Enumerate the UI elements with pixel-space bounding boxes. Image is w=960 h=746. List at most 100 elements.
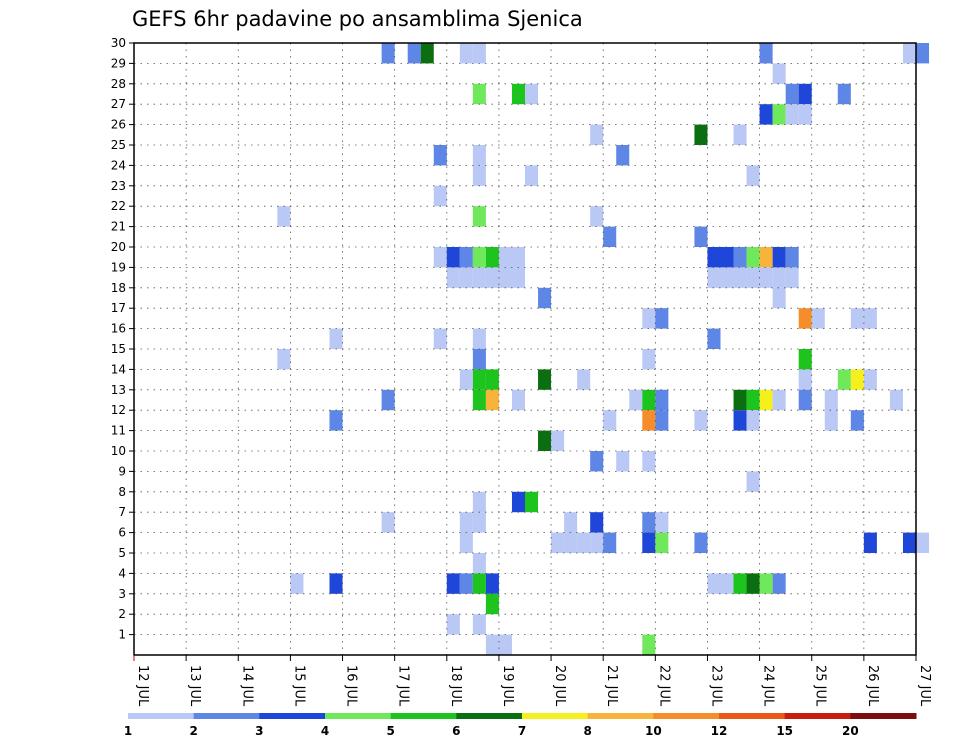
y-tick-label: 6 — [118, 526, 126, 540]
y-tick-label: 8 — [118, 485, 126, 499]
x-axis-ticks: 12 JUL 13 JUL 14 JUL 15 JUL 16 JUL 17 JUL 18 J… — [133, 655, 932, 707]
heatmap-cell — [759, 389, 773, 411]
heatmap-cell — [590, 124, 604, 145]
legend-swatch — [325, 713, 392, 719]
heatmap-cell — [850, 410, 864, 431]
heatmap-cell — [655, 389, 669, 411]
heatmap-cell — [733, 573, 747, 594]
heatmap-cell — [746, 267, 760, 288]
heatmap-cell — [720, 247, 734, 268]
x-tick-label: 21 JUL — [604, 665, 619, 707]
x-tick-label: 26 JUL — [865, 665, 880, 707]
legend-swatch — [128, 713, 195, 719]
x-tick-label: 20 JUL — [552, 665, 567, 707]
heatmap-cell — [759, 104, 773, 125]
heatmap-cell — [420, 43, 434, 64]
heatmap-cell — [798, 104, 812, 125]
heatmap-cell — [433, 185, 447, 207]
legend-label: 20 — [842, 724, 859, 738]
heatmap-cell — [472, 491, 486, 513]
heatmap-cell — [746, 410, 760, 431]
heatmap-cell — [707, 267, 721, 288]
heatmap-cell — [603, 532, 617, 553]
x-tick-label: 18 JUL — [448, 665, 463, 707]
heatmap-cell — [707, 247, 721, 268]
heatmap-cell — [746, 573, 760, 594]
legend-swatch — [390, 713, 457, 719]
heatmap-cell — [772, 287, 786, 309]
heatmap-cell — [472, 206, 486, 227]
y-tick-label: 16 — [111, 322, 126, 336]
y-axis-ticks: 1234567891011121314151617181920212223242… — [111, 36, 134, 642]
legend-swatch — [784, 713, 851, 719]
x-tick-label: 15 JUL — [291, 665, 306, 707]
heatmap-cell — [590, 512, 604, 533]
heatmap-cell — [785, 104, 799, 125]
heatmap-cell — [459, 512, 473, 533]
heatmap-cell — [902, 43, 916, 64]
heatmap-cell — [746, 389, 760, 411]
heatmap-cell — [472, 369, 486, 390]
y-tick-label: 20 — [111, 240, 126, 254]
y-tick-label: 10 — [111, 444, 126, 458]
heatmap-cell — [902, 532, 916, 553]
heatmap-cell — [916, 532, 930, 553]
chart-title: GEFS 6hr padavine po ansamblima Sjenica — [132, 7, 583, 31]
legend-label: 7 — [518, 724, 526, 738]
x-tick-label: 14 JUL — [239, 665, 254, 707]
x-tick-label: 17 JUL — [396, 665, 411, 707]
legend-swatch — [653, 713, 720, 719]
y-tick-label: 4 — [118, 566, 126, 580]
legend-swatch — [850, 713, 917, 719]
heatmap-cell — [694, 124, 708, 145]
y-tick-label: 2 — [118, 607, 126, 621]
heatmap-cell — [603, 410, 617, 431]
heatmap-cell — [446, 573, 460, 594]
heatmap-cell — [863, 369, 877, 390]
x-tick-label: 27 JUL — [917, 665, 932, 707]
y-tick-label: 3 — [118, 587, 126, 601]
heatmap-cell — [485, 593, 499, 615]
heatmap-cell — [772, 573, 786, 594]
heatmap-cell — [655, 512, 669, 533]
x-tick-label: 24 JUL — [761, 665, 776, 707]
heatmap-cell — [772, 104, 786, 125]
heatmap-cell — [577, 369, 591, 390]
y-tick-label: 26 — [111, 118, 126, 132]
x-tick-label: 25 JUL — [813, 665, 828, 707]
heatmap-cell — [642, 634, 656, 655]
y-tick-label: 19 — [111, 260, 126, 274]
heatmap-cell — [459, 43, 473, 64]
heatmap-cell — [511, 267, 525, 288]
x-tick-label: 22 JUL — [656, 665, 671, 707]
heatmap-cell — [642, 451, 656, 472]
legend-label: 10 — [645, 724, 662, 738]
heatmap-cell — [824, 410, 838, 431]
y-tick-label: 9 — [118, 464, 126, 478]
heatmap-cell — [472, 553, 486, 574]
heatmap-cell — [694, 226, 708, 247]
heatmap-cell — [642, 410, 656, 431]
heatmap-cell — [759, 573, 773, 594]
heatmap-cell — [472, 328, 486, 349]
heatmap-cell — [642, 349, 656, 370]
heatmap-cell — [746, 471, 760, 492]
heatmap-cell — [772, 389, 786, 411]
legend-swatch — [456, 713, 523, 719]
heatmap-cell — [785, 247, 799, 268]
heatmap-cell — [525, 491, 539, 513]
legend-label: 12 — [711, 724, 728, 738]
y-tick-label: 7 — [118, 505, 126, 519]
heatmap-cell — [590, 532, 604, 553]
heatmap-cell — [485, 389, 499, 411]
legend-swatch — [259, 713, 326, 719]
y-tick-label: 22 — [111, 199, 126, 213]
heatmap-cell — [733, 124, 747, 145]
heatmap-cell — [485, 573, 499, 594]
heatmap-cell — [798, 349, 812, 370]
heatmap-cell — [538, 287, 552, 309]
heatmap-cell — [511, 83, 525, 105]
heatmap-cell — [707, 573, 721, 594]
heatmap-cell — [785, 83, 799, 105]
